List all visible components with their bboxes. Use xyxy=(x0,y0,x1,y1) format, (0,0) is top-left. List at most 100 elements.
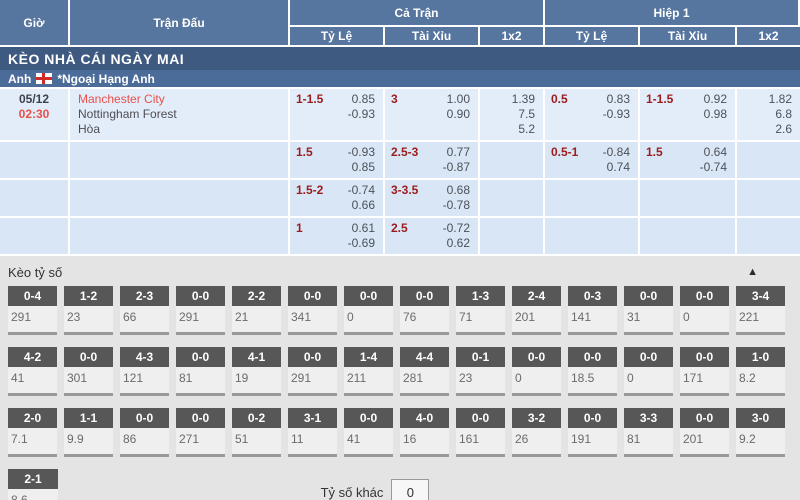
score-tile[interactable]: 0-2 51 xyxy=(232,408,281,457)
score-tile[interactable]: 0-0 191 xyxy=(568,408,617,457)
score-odds: 21 xyxy=(235,310,249,324)
other-score-value-box[interactable]: 0 xyxy=(391,479,430,500)
score-tile[interactable]: 4-1 19 xyxy=(232,347,281,396)
score-label: 4-4 xyxy=(400,347,449,367)
odds-value: 0.61 xyxy=(351,221,375,235)
odds-value: 0.77 xyxy=(446,145,470,159)
score-label: 4-1 xyxy=(232,347,281,367)
score-label: 1-4 xyxy=(344,347,393,367)
score-tile[interactable]: 0-0 171 xyxy=(680,347,729,396)
league-country: Anh xyxy=(8,71,32,86)
score-tile[interactable]: 0-0 18.5 xyxy=(568,347,617,396)
odds-row: 1 0.61 -0.69 2.5 -0.72 0.62 xyxy=(0,218,800,256)
score-odds: 9.2 xyxy=(739,432,756,446)
match-time-cell: 05/12 02:30 xyxy=(0,89,70,140)
score-tile[interactable]: 1-0 8.2 xyxy=(736,347,785,396)
ft-over-under-cell[interactable]: 3 1.00 0.90 xyxy=(385,89,480,140)
score-tile[interactable]: 0-0 0 xyxy=(624,347,673,396)
ft-handicap-cell[interactable]: 1-1.5 0.85 -0.93 xyxy=(290,89,385,140)
ft-1x2-cell xyxy=(480,218,545,254)
score-tile[interactable]: 0-1 23 xyxy=(456,347,505,396)
match-kickoff-time: 02:30 xyxy=(18,107,50,121)
score-tile[interactable]: 0-0 76 xyxy=(400,286,449,335)
odds-row: 05/12 02:30 Manchester City Nottingham F… xyxy=(0,89,800,142)
odds-value: 1.00 xyxy=(446,92,470,106)
home-team[interactable]: Manchester City xyxy=(78,92,165,106)
odds-value: 0.85 xyxy=(351,160,375,174)
ft-handicap-cell[interactable]: 1.5 -0.93 0.85 xyxy=(290,142,385,178)
ft-handicap-cell[interactable]: 1 0.61 -0.69 xyxy=(290,218,385,254)
score-tile[interactable]: 0-0 0 xyxy=(512,347,561,396)
match-teams-cell[interactable]: Manchester City Nottingham Forest Hòa xyxy=(70,89,290,140)
ft-1x2-cell xyxy=(480,142,545,178)
h1-1x2-cell xyxy=(737,142,800,178)
score-tile[interactable]: 0-4 291 xyxy=(8,286,57,335)
score-tile[interactable]: 1-4 211 xyxy=(344,347,393,396)
score-tiles-grid: 0-4 291 1-2 23 2-3 66 0-0 291 2-2 21 0-0 341 0-0 0 0-0… xyxy=(8,286,792,500)
score-tile[interactable]: 0-0 291 xyxy=(176,286,225,335)
match-teams-cell xyxy=(70,142,290,178)
score-odds: 81 xyxy=(627,432,641,446)
score-tile[interactable]: 0-3 141 xyxy=(568,286,617,335)
score-tile[interactable]: 3-1 11 xyxy=(288,408,337,457)
score-tile[interactable]: 4-3 121 xyxy=(120,347,169,396)
score-tile[interactable]: 2-2 21 xyxy=(232,286,281,335)
score-odds: 201 xyxy=(515,310,536,324)
match-time-cell xyxy=(0,142,70,178)
score-tile[interactable]: 3-3 81 xyxy=(624,408,673,457)
league-row[interactable]: Anh *Ngoại Hạng Anh xyxy=(0,70,800,89)
score-tile[interactable]: 4-2 41 xyxy=(8,347,57,396)
h1-over-under-cell[interactable]: 1.5 0.64 -0.74 xyxy=(640,142,737,178)
h1-handicap-cell[interactable]: 0.5 0.83 -0.93 xyxy=(545,89,640,140)
score-label: 4-2 xyxy=(8,347,57,367)
column-header-match: Trận Đấu xyxy=(70,0,290,45)
score-odds: 201 xyxy=(683,432,704,446)
score-tile[interactable]: 4-4 281 xyxy=(400,347,449,396)
h1-1x2-cell[interactable]: 1.82 6.8 2.6 xyxy=(737,89,800,140)
score-label: 0-0 xyxy=(64,347,113,367)
h1-handicap-cell xyxy=(545,180,640,216)
odds-value: 0.83 xyxy=(606,92,630,106)
score-tile[interactable]: 3-0 9.2 xyxy=(736,408,785,457)
score-tile[interactable]: 2-0 7.1 xyxy=(8,408,57,457)
score-tile[interactable]: 0-0 201 xyxy=(680,408,729,457)
h1-handicap-cell[interactable]: 0.5-1 -0.84 0.74 xyxy=(545,142,640,178)
score-label: 0-0 xyxy=(120,408,169,428)
score-tile[interactable]: 2-3 66 xyxy=(120,286,169,335)
collapse-arrow-icon[interactable]: ▲ xyxy=(747,266,758,278)
score-tile[interactable]: 1-2 23 xyxy=(64,286,113,335)
score-tile[interactable]: 0-0 341 xyxy=(288,286,337,335)
score-tile[interactable]: 0-0 161 xyxy=(456,408,505,457)
score-tile[interactable]: 0-0 0 xyxy=(344,286,393,335)
score-tile[interactable]: 0-0 86 xyxy=(120,408,169,457)
score-tile[interactable]: 1-3 71 xyxy=(456,286,505,335)
ft-over-under-cell[interactable]: 3-3.5 0.68 -0.78 xyxy=(385,180,480,216)
h1-over-under-cell[interactable]: 1-1.5 0.92 0.98 xyxy=(640,89,737,140)
score-section-title: Kèo tỷ số xyxy=(8,264,63,280)
ft-over-under-cell[interactable]: 2.5-3 0.77 -0.87 xyxy=(385,142,480,178)
score-tile[interactable]: 0-0 301 xyxy=(64,347,113,396)
score-tile[interactable]: 2-4 201 xyxy=(512,286,561,335)
score-tile[interactable]: 3-4 221 xyxy=(736,286,785,335)
handicap-value: 1 xyxy=(296,221,303,235)
score-row: 0-4 291 1-2 23 2-3 66 0-0 291 2-2 21 0-0 341 0-0 0 0-0… xyxy=(8,286,792,335)
score-tile[interactable]: 1-1 9.9 xyxy=(64,408,113,457)
score-tile[interactable]: 0-0 41 xyxy=(344,408,393,457)
away-team[interactable]: Nottingham Forest xyxy=(78,107,177,121)
score-odds: 11 xyxy=(291,432,304,446)
score-tile[interactable]: 3-2 26 xyxy=(512,408,561,457)
score-tile[interactable]: 4-0 16 xyxy=(400,408,449,457)
handicap-value: 1.5-2 xyxy=(296,183,324,197)
score-tile[interactable]: 0-0 81 xyxy=(176,347,225,396)
score-odds: 76 xyxy=(403,310,417,324)
score-tile[interactable]: 0-0 271 xyxy=(176,408,225,457)
odds-value: 0.64 xyxy=(703,145,727,159)
ft-handicap-cell[interactable]: 1.5-2 -0.74 0.66 xyxy=(290,180,385,216)
ft-1x2-cell[interactable]: 1.39 7.5 5.2 xyxy=(480,89,545,140)
score-tile[interactable]: 0-0 291 xyxy=(288,347,337,396)
score-label: 0-1 xyxy=(456,347,505,367)
score-tile[interactable]: 2-1 8.6 xyxy=(8,469,58,500)
score-tile[interactable]: 0-0 0 xyxy=(680,286,729,335)
ft-over-under-cell[interactable]: 2.5 -0.72 0.62 xyxy=(385,218,480,254)
score-tile[interactable]: 0-0 31 xyxy=(624,286,673,335)
